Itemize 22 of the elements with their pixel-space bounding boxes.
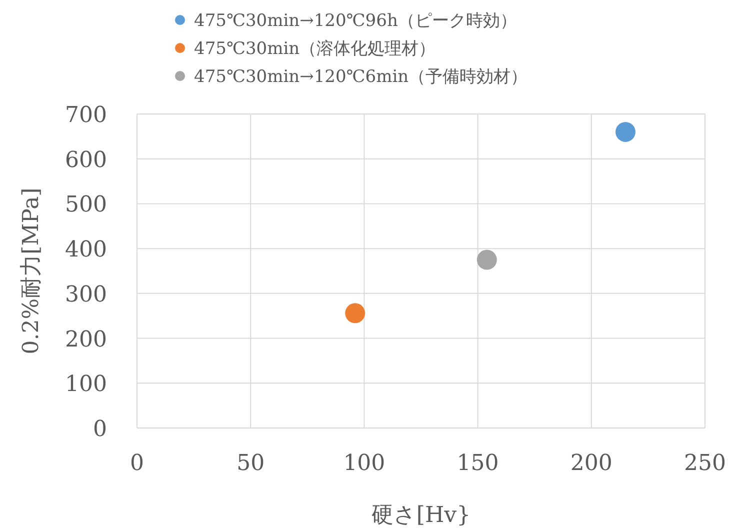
x-tick-label: 250 bbox=[684, 451, 726, 476]
y-tick-label: 100 bbox=[65, 372, 107, 398]
x-tick-label: 0 bbox=[130, 451, 144, 476]
x-tick-label: 200 bbox=[570, 451, 612, 476]
y-tick-label: 300 bbox=[65, 282, 107, 308]
y-tick-label: 600 bbox=[65, 148, 107, 173]
x-axis-title: 硬さ[Hv} bbox=[371, 503, 471, 528]
y-tick-label: 500 bbox=[65, 192, 107, 218]
point bbox=[615, 122, 636, 142]
y-axis-title: 0.2%耐力[MPa] bbox=[19, 188, 44, 354]
point bbox=[345, 303, 366, 324]
legend-label: 475℃30min（溶体化処理材） bbox=[194, 39, 436, 59]
x-tick-label: 100 bbox=[343, 451, 386, 476]
x-tick-label: 50 bbox=[236, 451, 265, 476]
y-tick-label: 400 bbox=[65, 238, 107, 263]
x-tick-label: 150 bbox=[456, 451, 499, 476]
legend-label: 475℃30min→120℃6min（予備時効材） bbox=[194, 67, 528, 87]
y-tick-label: 0 bbox=[93, 417, 107, 442]
y-tick-label: 200 bbox=[65, 327, 107, 352]
y-tick-label: 700 bbox=[65, 103, 107, 128]
legend-label: 475℃30min→120℃96h（ピーク時効） bbox=[194, 11, 517, 31]
point bbox=[476, 250, 497, 270]
